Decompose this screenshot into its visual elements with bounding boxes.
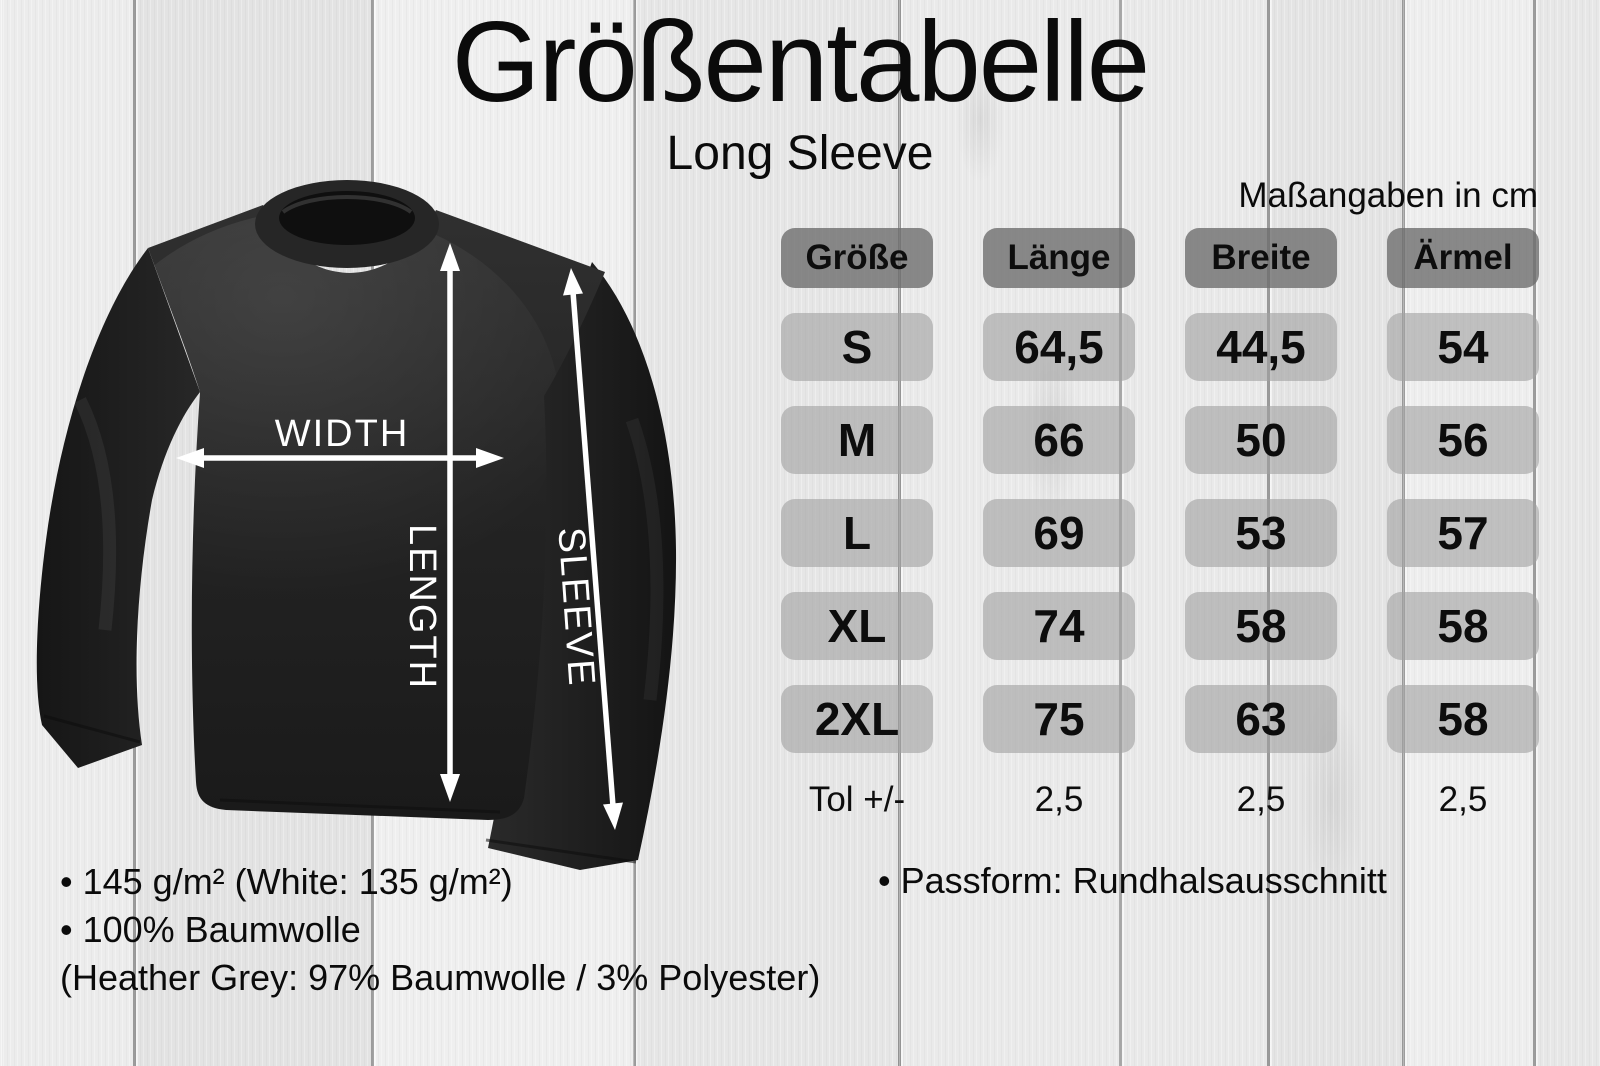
value-cell: 66: [983, 406, 1135, 474]
tolerance-value: 2,5: [1438, 780, 1488, 819]
value-cell: 75: [983, 685, 1135, 753]
size-cell: M: [781, 406, 933, 474]
column-header-breite: Breite: [1185, 228, 1337, 288]
size-cell: S: [781, 313, 933, 381]
page-title: Größentabelle: [451, 0, 1150, 126]
page-subtitle: Long Sleeve: [666, 127, 934, 180]
value-cell: 63: [1185, 685, 1337, 753]
sleeve-arrow: [563, 268, 623, 830]
size-table: Größe Länge Breite Ärmel S 64,5 44,5 54 …: [781, 228, 1539, 822]
width-arrow: [176, 448, 504, 468]
width-label: WIDTH: [275, 413, 410, 455]
tolerance-label: Tol +/-: [808, 780, 906, 819]
value-cell: 54: [1387, 313, 1539, 381]
tolerance-value: 2,5: [1236, 780, 1286, 819]
size-cell: XL: [781, 592, 933, 660]
shirt-right-sleeve: [488, 262, 677, 870]
tolerance-value: 2,5: [1034, 780, 1084, 819]
units-note: Maßangaben in cm: [1238, 176, 1538, 215]
value-cell: 44,5: [1185, 313, 1337, 381]
column-header-groesse: Größe: [781, 228, 933, 288]
value-cell: 58: [1185, 592, 1337, 660]
value-cell: 57: [1387, 499, 1539, 567]
material-note-line: (Heather Grey: 97% Baumwolle / 3% Polyes…: [60, 957, 821, 998]
value-cell: 64,5: [983, 313, 1135, 381]
shirt-diagram: WIDTH LENGTH SLEEVE: [36, 180, 677, 870]
material-note-line: • 100% Baumwolle: [60, 909, 361, 950]
size-cell: L: [781, 499, 933, 567]
fit-note: • Passform: Rundhalsausschnitt: [878, 860, 1387, 901]
value-cell: 53: [1185, 499, 1337, 567]
value-cell: 58: [1387, 685, 1539, 753]
value-cell: 58: [1387, 592, 1539, 660]
length-arrow: [440, 243, 460, 802]
column-header-laenge: Länge: [983, 228, 1135, 288]
value-cell: 74: [983, 592, 1135, 660]
value-cell: 69: [983, 499, 1135, 567]
value-cell: 56: [1387, 406, 1539, 474]
material-note-line: • 145 g/m² (White: 135 g/m²): [60, 861, 513, 902]
material-notes: • 145 g/m² (White: 135 g/m²) • 100% Baum…: [60, 858, 820, 1002]
shirt-left-sleeve: [36, 248, 200, 768]
size-cell: 2XL: [781, 685, 933, 753]
length-label: LENGTH: [401, 524, 443, 690]
value-cell: 50: [1185, 406, 1337, 474]
column-header-aermel: Ärmel: [1387, 228, 1539, 288]
